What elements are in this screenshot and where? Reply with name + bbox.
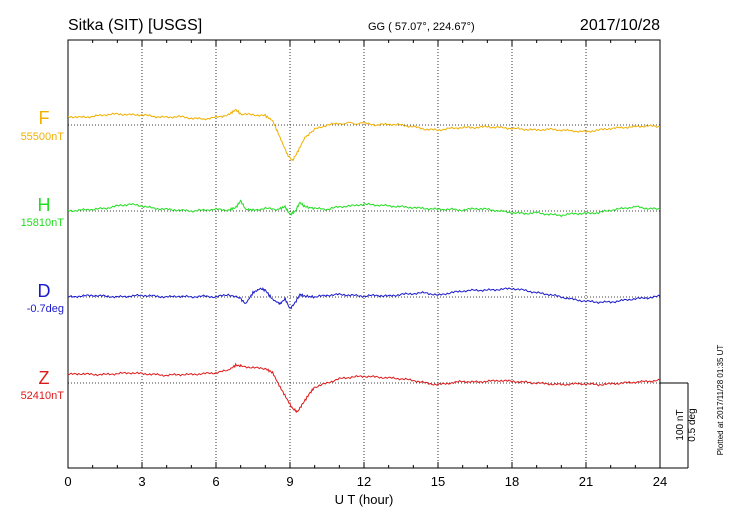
x-axis-label: U T (hour) <box>335 492 394 507</box>
x-tick-label: 12 <box>357 474 371 489</box>
date-label: 2017/10/28 <box>580 17 660 34</box>
x-tick-label: 9 <box>286 474 293 489</box>
series-line-f <box>67 108 661 162</box>
x-tick-label: 24 <box>653 474 667 489</box>
series-baseline-h: 15810nT <box>21 217 65 229</box>
plotted-at-label: Plotted at 2017/11/28 01:35 UT <box>716 345 725 456</box>
series-line-h <box>67 199 661 218</box>
scale-nt-label: 100 nT <box>675 409 686 440</box>
series-labels: F 55500nT H 15810nT D -0.7deg Z 52410nT <box>21 108 65 402</box>
x-tick-label: 21 <box>579 474 593 489</box>
series-line-d <box>68 287 661 310</box>
series-baseline-z: 52410nT <box>21 390 65 402</box>
grid <box>141 40 587 468</box>
x-axis-ticks: 0 3 6 9 12 15 18 21 24 <box>64 40 667 489</box>
x-tick-label: 3 <box>138 474 145 489</box>
scale-deg-label: 0.5 deg <box>687 408 698 441</box>
series-lines <box>67 108 661 414</box>
coords-label: GG ( 57.07°, 224.67°) <box>368 21 475 33</box>
series-line-z <box>67 362 661 414</box>
station-title: Sitka (SIT) [USGS] <box>68 17 202 34</box>
x-tick-label: 6 <box>212 474 219 489</box>
x-tick-label: 0 <box>64 474 71 489</box>
x-tick-label: 18 <box>505 474 519 489</box>
series-name-h: H <box>38 195 51 215</box>
series-baseline-d: -0.7deg <box>27 303 64 315</box>
x-tick-label: 15 <box>431 474 445 489</box>
series-name-f: F <box>39 108 50 128</box>
series-name-d: D <box>38 281 51 301</box>
series-name-z: Z <box>39 368 50 388</box>
series-baseline-f: 55500nT <box>21 131 65 143</box>
